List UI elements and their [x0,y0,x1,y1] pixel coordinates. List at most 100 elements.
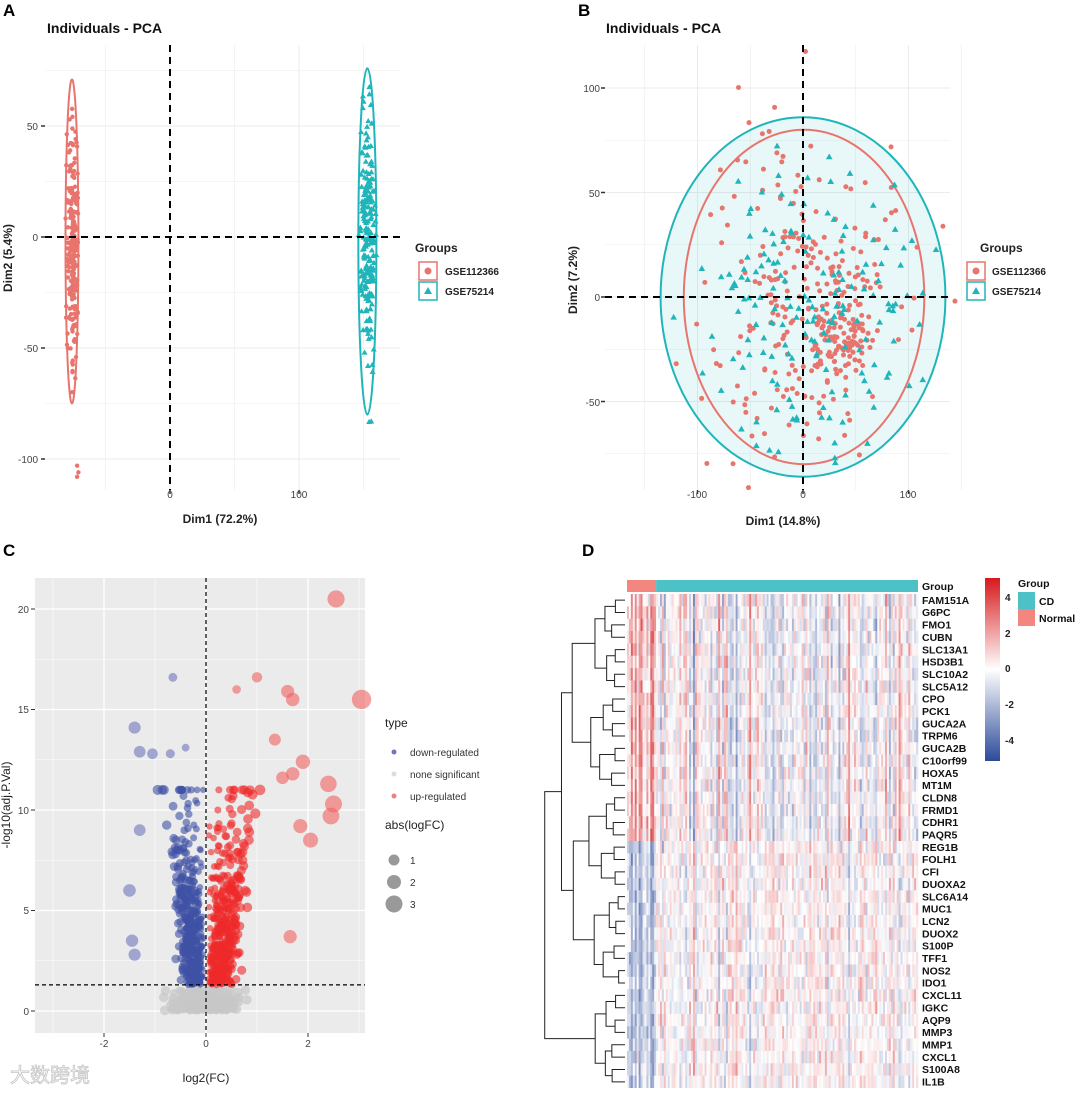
heatmap-cell [899,668,901,681]
heatmap-cell [916,718,918,731]
data-point-gse112366 [800,317,805,322]
heatmap-cell [635,668,637,681]
dendrogram-branch [614,946,625,958]
heatmap-cell [821,755,823,768]
data-point-gse112366 [833,367,838,372]
heatmap-cell [893,742,895,755]
heatmap-cell [656,767,658,780]
heatmap-cell [809,779,811,792]
heatmap-cell [720,680,722,693]
dendrogram-branch [561,693,573,891]
heatmap-cell [895,767,897,780]
heatmap-cell [807,631,809,644]
heatmap-cell [722,631,724,644]
heatmap-cell [809,680,811,693]
watermark: 大数跨境 [10,1064,90,1087]
heatmap-cell [813,619,815,632]
heatmap-cell [771,693,773,706]
heatmap-cell [776,643,778,656]
dendrogram-branch [603,705,613,730]
heatmap-cell [788,668,790,681]
heatmap-cell [784,606,786,619]
data-point-gse112366 [775,387,780,392]
heatmap-cell [893,656,895,669]
heatmap-cell [685,643,687,656]
heatmap-cell [765,643,767,656]
heatmap-cell [677,693,679,706]
heatmap-cell [825,767,827,780]
heatmap-cell [701,693,703,706]
heatmap-cell [815,767,817,780]
heatmap-cell [788,680,790,693]
heatmap-cell [819,643,821,656]
heatmap-cell [732,693,734,706]
data-point-gse112366 [868,285,873,290]
heatmap-cell [864,742,866,755]
heatmap-cell [755,668,757,681]
data-point-gse112366 [769,278,774,283]
data-point-gse112366 [852,357,857,362]
data-point-gse112366 [72,306,76,310]
heatmap-cell [679,668,681,681]
heatmap-cell [644,680,646,693]
heatmap-cell [860,680,862,693]
heatmap-cell [794,755,796,768]
heatmap-cell [786,606,788,619]
data-point-gse112366 [75,463,79,467]
heatmap-cell [854,594,856,607]
heatmap-cell [877,668,879,681]
heatmap-cell [881,779,883,792]
point-up-regulated [208,980,214,986]
heatmap-cell [693,656,695,669]
data-point-gse112366 [65,132,69,136]
heatmap-cell [833,631,835,644]
heatmap-cell [815,656,817,669]
heatmap-cell [676,693,678,706]
heatmap-cell [666,668,668,681]
heatmap-cell [906,730,908,743]
heatmap-cell [741,594,743,607]
heatmap-cell [800,742,802,755]
heatmap-cell [703,718,705,731]
heatmap-cell [639,668,641,681]
heatmap-cell [846,631,848,644]
heatmap-cell [662,631,664,644]
heatmap-cell [780,668,782,681]
heatmap-cell [852,594,854,607]
heatmap-cell [672,606,674,619]
heatmap-cell [662,594,664,607]
heatmap-cell [804,730,806,743]
point-none-significant [202,1006,208,1012]
heatmap-cell [904,705,906,718]
point-down-regulated [193,937,200,944]
data-point-gse112366 [773,370,778,375]
data-point-gse112366 [781,394,786,399]
heatmap-cell [705,705,707,718]
heatmap-cell [778,643,780,656]
heatmap-cell [763,730,765,743]
heatmap-cell [732,643,734,656]
data-point-gse112366 [704,461,709,466]
heatmap-cell [656,643,658,656]
heatmap-cell [633,792,635,805]
heatmap-cell [701,705,703,718]
heatmap-cell [755,730,757,743]
point-down-regulated [186,918,193,925]
data-point-gse112366 [843,388,848,393]
heatmap-cell [792,705,794,718]
data-point-gse112366 [846,361,851,366]
heatmap-cell [639,594,641,607]
data-point-gse112366 [743,410,748,415]
heatmap-cell [823,643,825,656]
heatmap-cell [722,656,724,669]
heatmap-cell [902,680,904,693]
heatmap-cell [910,767,912,780]
heatmap-cell [693,619,695,632]
heatmap-cell [877,631,879,644]
heatmap-cell [862,606,864,619]
heatmap-cell [889,594,891,607]
heatmap-cell [881,705,883,718]
heatmap-cell [792,779,794,792]
heatmap-cell [883,767,885,780]
heatmap-cell [757,718,759,731]
